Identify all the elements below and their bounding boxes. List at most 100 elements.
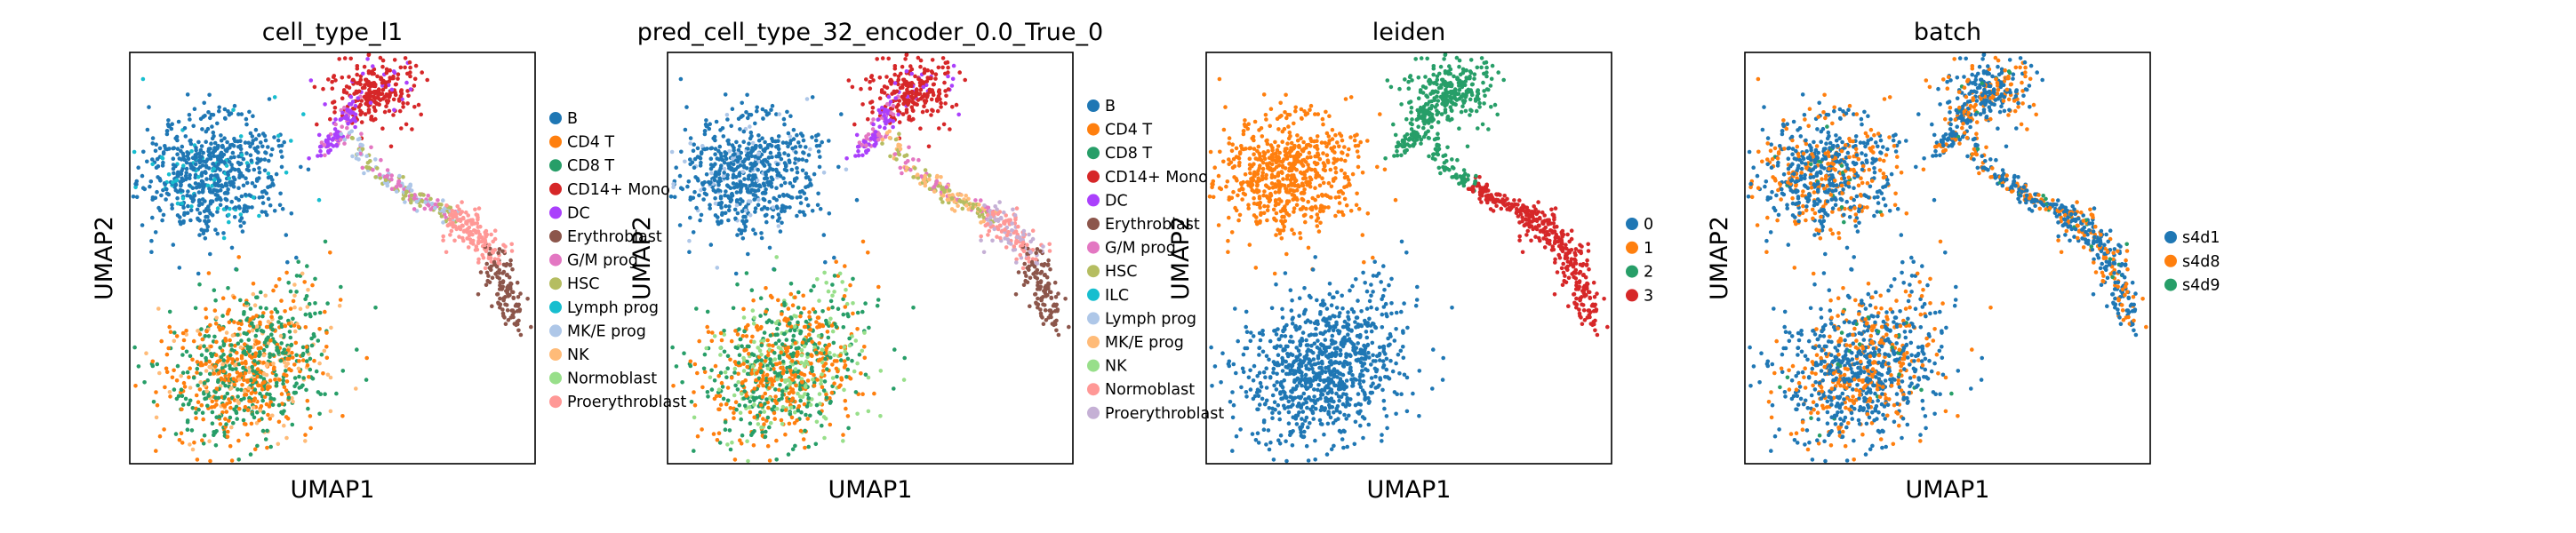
scatter-point: [188, 172, 192, 178]
scatter-point: [791, 333, 796, 338]
scatter-point: [303, 439, 308, 443]
scatter-point: [255, 367, 260, 371]
scatter-point: [979, 198, 983, 203]
scatter-point: [907, 145, 911, 150]
scatter-point: [229, 386, 234, 391]
scatter-point: [226, 309, 230, 314]
scatter-point: [860, 102, 865, 107]
scatter-point: [451, 215, 455, 220]
scatter-point: [252, 447, 258, 452]
scatter-point: [205, 183, 211, 188]
scatter-point: [394, 185, 399, 189]
scatter-point: [316, 132, 322, 138]
scatter-point: [192, 193, 197, 198]
scatter-point: [175, 147, 180, 151]
scatter-point: [827, 343, 831, 348]
scatter-point: [734, 139, 739, 145]
scatter-point: [821, 171, 827, 175]
scatter-point: [851, 276, 855, 282]
scatter-point: [215, 231, 220, 236]
scatter-point: [1229, 230, 1235, 235]
scatter-point: [1003, 227, 1007, 232]
scatter-point: [244, 122, 249, 127]
scatter-point: [727, 165, 732, 171]
scatter-point: [1036, 302, 1041, 307]
scatter-point: [154, 449, 158, 453]
scatter-point: [250, 364, 255, 370]
scatter-point: [796, 306, 801, 310]
scatter-point: [183, 134, 188, 139]
scatter-point: [688, 157, 692, 162]
scatter-point: [733, 175, 739, 179]
scatter-point: [712, 334, 717, 338]
scatter-point: [697, 338, 701, 344]
scatter-point: [312, 84, 317, 90]
scatter-point: [256, 346, 261, 351]
scatter-point: [671, 181, 676, 187]
scatter-point: [369, 145, 373, 150]
scatter-point: [216, 143, 220, 148]
scatter-point: [255, 361, 260, 365]
scatter-point: [249, 158, 254, 163]
scatter-point: [1260, 166, 1266, 171]
scatter-point: [252, 398, 256, 403]
scatter-point: [1056, 332, 1061, 338]
scatter-point: [509, 308, 515, 313]
scatter-point: [198, 361, 204, 365]
scatter-point: [694, 205, 699, 211]
scatter-point: [1234, 146, 1239, 151]
scatter-point: [853, 154, 858, 158]
scatter-point: [243, 393, 247, 397]
scatter-point: [516, 318, 521, 323]
scatter-point: [268, 324, 273, 330]
scatter-point: [870, 110, 875, 115]
scatter-point: [150, 141, 155, 146]
scatter-point: [453, 211, 459, 217]
scatter-point: [279, 164, 284, 170]
scatter-point: [176, 119, 181, 124]
scatter-point: [172, 368, 176, 373]
scatter-point: [780, 220, 784, 226]
scatter-point: [226, 418, 231, 423]
scatter-point: [231, 175, 236, 180]
scatter-point: [242, 220, 246, 226]
scatter-point: [803, 428, 807, 434]
scatter-point: [199, 155, 204, 159]
scatter-point: [726, 218, 731, 223]
scatter-point: [811, 378, 815, 382]
legend-label: MK/E prog: [1105, 334, 1184, 352]
scatter-point: [490, 275, 495, 281]
scatter-point: [373, 96, 378, 100]
scatter-point: [184, 329, 188, 333]
scatter-point: [259, 290, 263, 295]
scatter-point: [228, 111, 234, 115]
scatter-point: [683, 159, 687, 164]
scatter-point: [196, 216, 200, 221]
scatter-point: [272, 209, 277, 213]
scatter-point: [753, 174, 757, 179]
scatter-point: [150, 162, 155, 167]
scatter-point: [213, 193, 219, 197]
scatter-point: [189, 204, 194, 209]
scatter-point: [358, 112, 364, 117]
scatter-point: [855, 411, 860, 417]
scatter-point: [408, 74, 412, 79]
scatter-point: [820, 423, 824, 428]
scatter-point: [373, 116, 378, 122]
scatter-point: [175, 138, 180, 143]
scatter-point: [744, 271, 749, 275]
scatter-point: [697, 193, 701, 198]
scatter-point: [705, 147, 709, 151]
scatter-point: [156, 306, 161, 311]
scatter-point: [296, 259, 301, 265]
scatter-point: [155, 402, 160, 408]
scatter-point: [795, 170, 800, 175]
scatter-point: [823, 356, 828, 362]
scatter-point: [741, 306, 746, 312]
scatter-point: [159, 193, 164, 198]
scatter-point: [770, 103, 775, 108]
scatter-point: [1028, 304, 1032, 309]
scatter-point: [779, 183, 784, 188]
scatter-point: [929, 76, 933, 81]
scatter-point: [252, 378, 257, 382]
